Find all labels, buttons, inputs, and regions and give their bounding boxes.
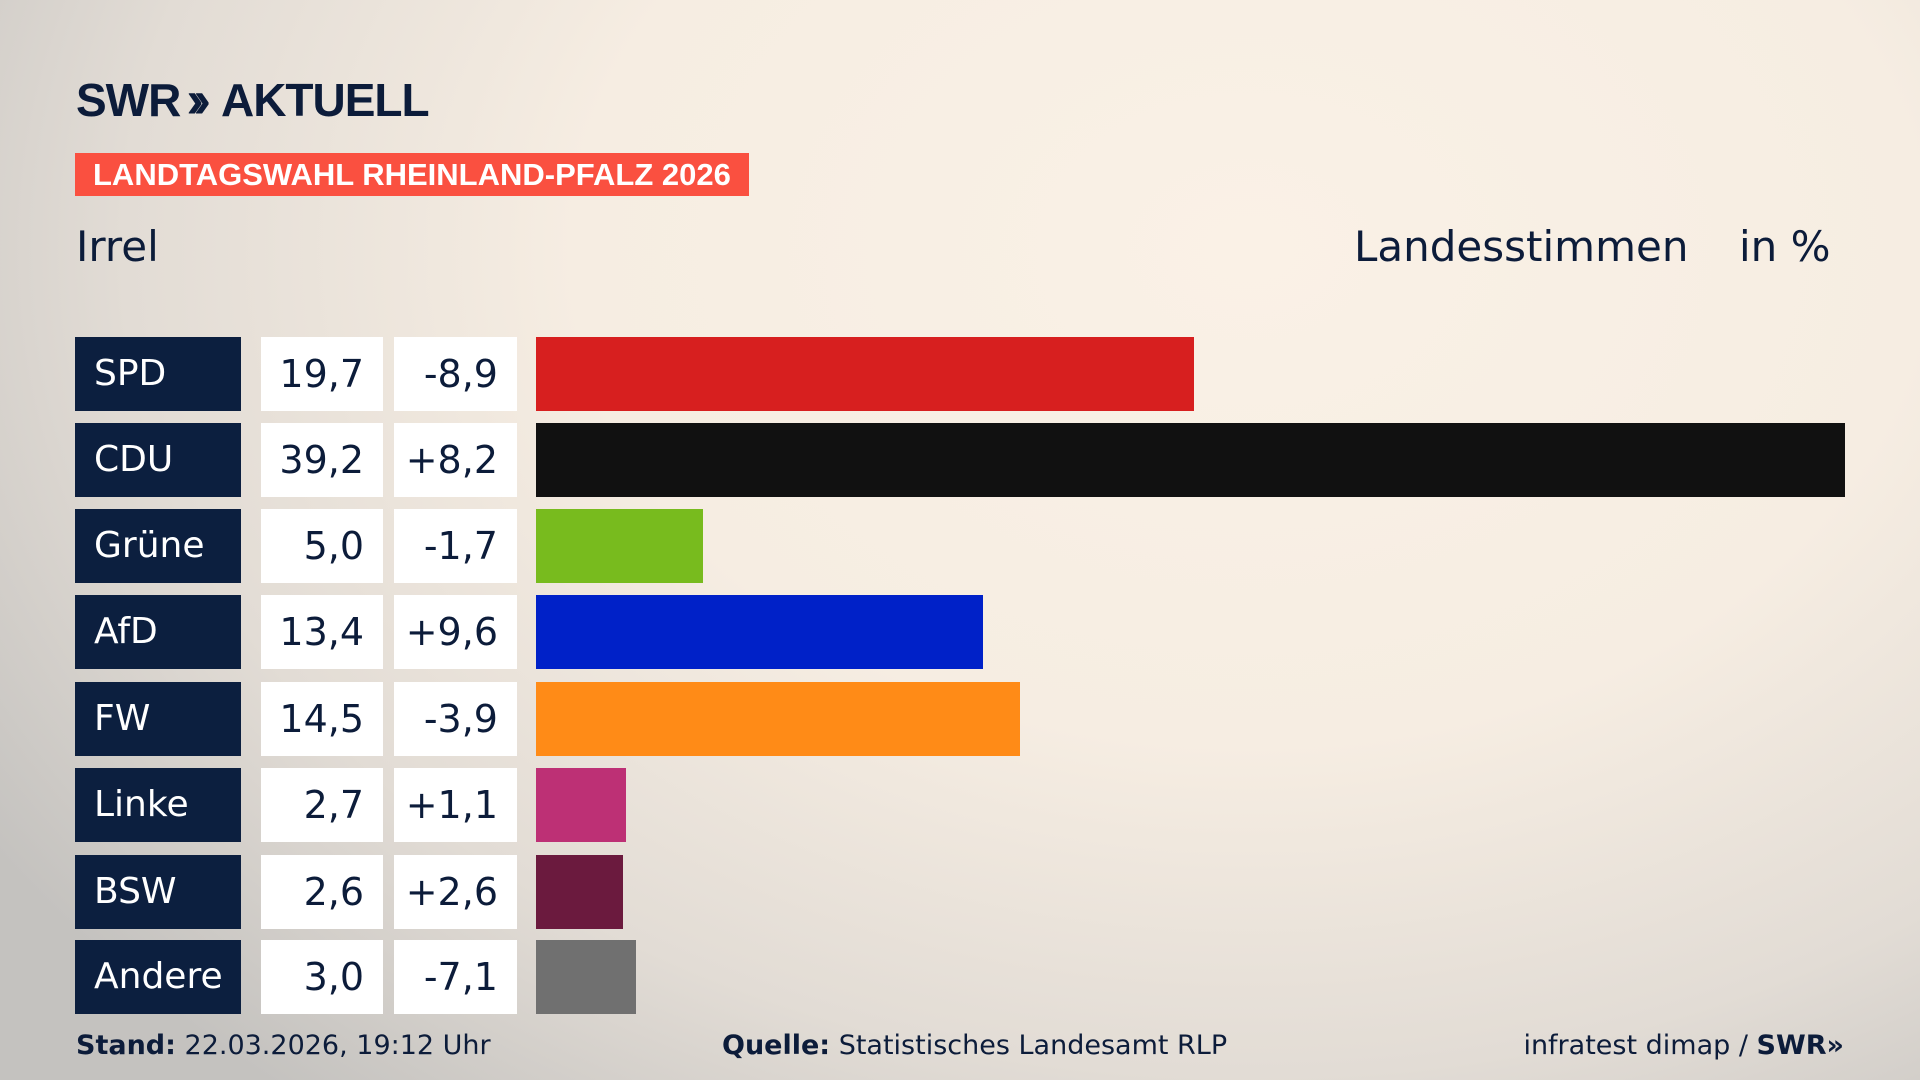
diff-label: +9,6 [394,595,517,669]
source: Quelle: Statistisches Landesamt RLP [722,1030,1227,1061]
value-label: 3,0 [261,940,383,1014]
party-row: Andere 3,0 -7,1 [75,940,1865,1014]
party-label: Grüne [75,509,241,583]
party-row: BSW 2,6 +2,6 [75,855,1865,929]
swr-logo: SWR» [1756,1030,1844,1061]
bar-linke [536,768,627,842]
bar-grüne [536,509,703,583]
party-row: SPD 19,7 -8,9 [75,337,1865,411]
diff-label: +2,6 [394,855,517,929]
bar-cdu [536,423,1845,497]
value-label: 14,5 [261,682,383,756]
party-row: FW 14,5 -3,9 [75,682,1865,756]
bar-bsw [536,855,623,929]
credit: infratest dimap / SWR» [1523,1030,1844,1061]
diff-label: +1,1 [394,768,517,842]
party-label: BSW [75,855,241,929]
bar-fw [536,682,1021,756]
party-row: CDU 39,2 +8,2 [75,423,1865,497]
credit-text: infratest dimap / [1523,1030,1757,1061]
diff-label: -7,1 [394,940,517,1014]
election-banner: LANDTAGSWAHL RHEINLAND-PFALZ 2026 [75,153,749,196]
bar-spd [536,337,1194,411]
source-value: Statistisches Landesamt RLP [838,1030,1228,1061]
party-label: CDU [75,423,241,497]
party-label: Andere [75,940,241,1014]
unit-label: in % [1739,222,1831,271]
value-label: 39,2 [261,423,383,497]
party-row: Grüne 5,0 -1,7 [75,509,1865,583]
bar-andere [536,940,637,1014]
party-label: AfD [75,595,241,669]
diff-label: +8,2 [394,423,517,497]
party-row: Linke 2,7 +1,1 [75,768,1865,842]
value-label: 2,7 [261,768,383,842]
value-label: 19,7 [261,337,383,411]
bar-afd [536,595,984,669]
stand-value: 22.03.2026, 19:12 Uhr [184,1030,491,1061]
party-label: Linke [75,768,241,842]
place-name: Irrel [76,222,159,271]
party-label: FW [75,682,241,756]
party-row: AfD 13,4 +9,6 [75,595,1865,669]
swr-aktuell-logo: SWR ›› AKTUELL [76,71,430,129]
source-label: Quelle: [722,1030,831,1061]
measure-label: Landesstimmen [1354,222,1689,271]
timestamp: Stand: 22.03.2026, 19:12 Uhr [76,1030,491,1061]
diff-label: -8,9 [394,337,517,411]
value-label: 5,0 [261,509,383,583]
diff-label: -3,9 [394,682,517,756]
diff-label: -1,7 [394,509,517,583]
stand-label: Stand: [76,1030,176,1061]
chevron-icon: ›› [186,71,210,129]
value-label: 2,6 [261,855,383,929]
party-label: SPD [75,337,241,411]
value-label: 13,4 [261,595,383,669]
